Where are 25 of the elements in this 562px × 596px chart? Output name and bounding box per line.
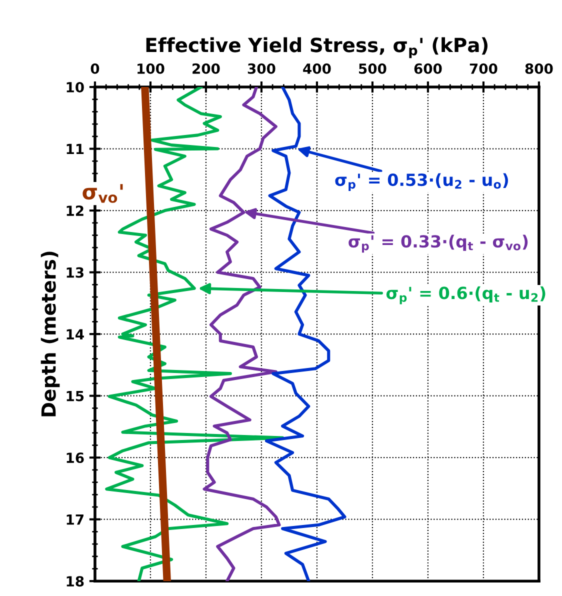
- annotation: σ$_{p}$' = 0.53·(u$_{2}$ - u$_{o}$): [335, 173, 508, 191]
- y-tick-label: 17: [66, 514, 84, 525]
- x-tick-label: 0: [90, 63, 100, 74]
- x-tick-label: 500: [359, 63, 386, 74]
- y-tick-label: 16: [66, 452, 84, 464]
- x-tick-label: 100: [138, 63, 164, 74]
- line-series: [264, 87, 346, 582]
- x-tick-label: 700: [470, 63, 498, 74]
- y-tick-label: 12: [66, 206, 84, 216]
- x-tick-label: 600: [414, 63, 442, 74]
- x-axis-title: Effective Yield Stress, σ$_{p}$' (kPa): [146, 37, 488, 58]
- x-tick-label: 400: [303, 63, 331, 74]
- annotation: σ$_{vo}$': [82, 184, 123, 203]
- x-tick-label: 800: [525, 63, 553, 74]
- y-tick-label: 18: [66, 576, 84, 587]
- x-tick-label: 200: [192, 63, 220, 74]
- y-axis-title: Depth (meters): [40, 252, 60, 416]
- y-tick-label: 14: [66, 329, 84, 340]
- y-tick-label: 15: [66, 390, 84, 402]
- annotation: σ$_{p}$' = 0.33·(q$_{t}$ - σ$_{vo}$): [348, 234, 528, 253]
- y-tick-label: 13: [66, 267, 84, 278]
- x-tick-label: 300: [248, 63, 276, 74]
- y-tick-label: 10: [66, 82, 84, 92]
- annotation: σ$_{p}$' = 0.6·(q$_{t}$ - u$_{2}$): [386, 286, 546, 304]
- y-tick-label: 11: [66, 144, 84, 154]
